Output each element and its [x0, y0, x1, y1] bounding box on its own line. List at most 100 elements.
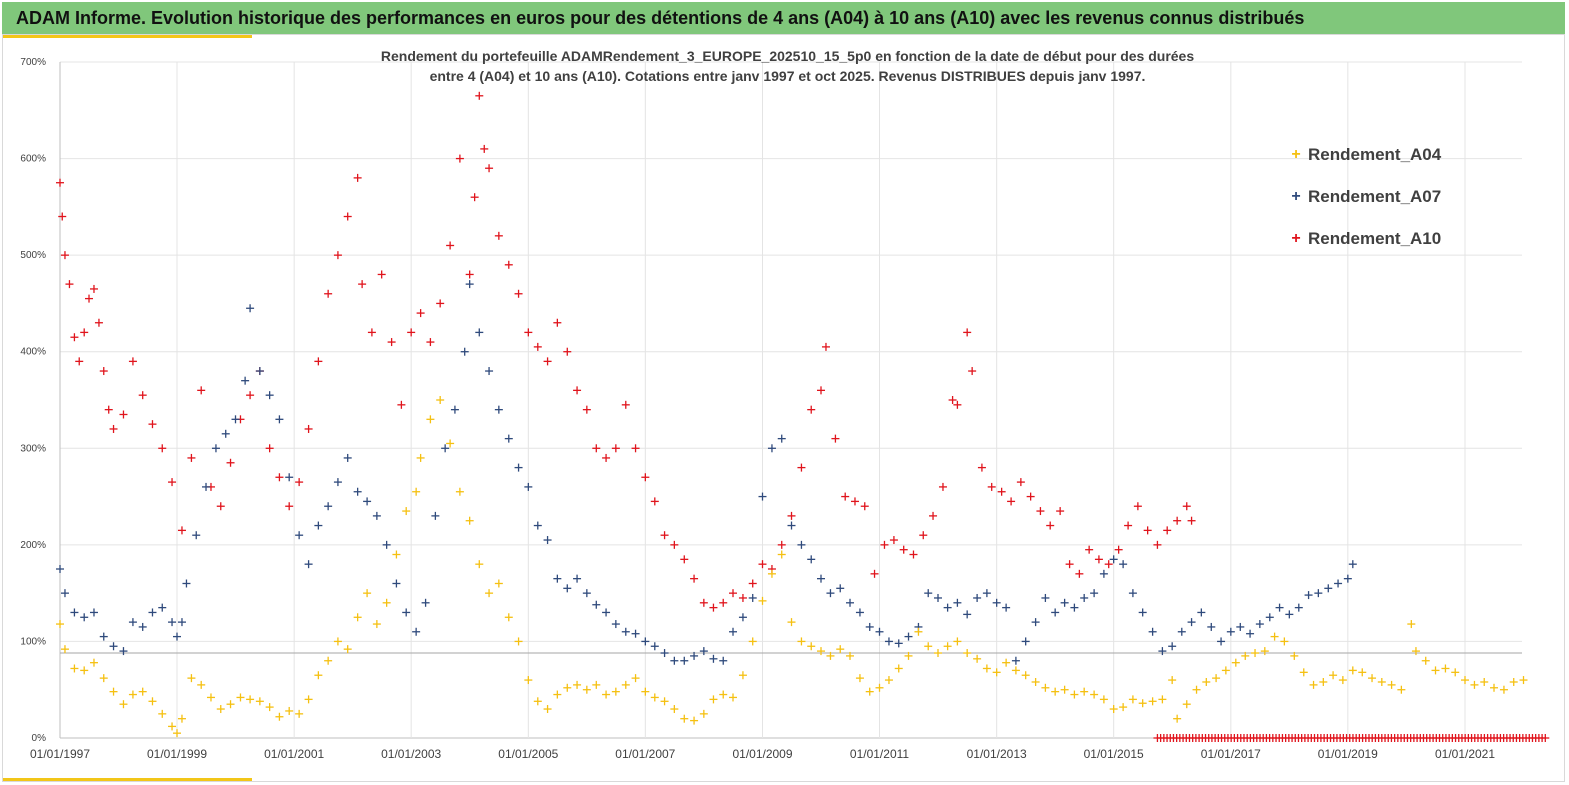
data-point	[148, 697, 157, 706]
data-point	[894, 664, 903, 673]
data-point	[343, 212, 352, 221]
x-tick-label: 01/01/2019	[1318, 747, 1378, 761]
data-point	[992, 598, 1001, 607]
chart-title: Rendement du portefeuille ADAMRendement_…	[0, 46, 1569, 86]
data-point	[465, 280, 474, 289]
data-point	[602, 690, 611, 699]
data-point	[1119, 560, 1128, 569]
data-point	[1217, 637, 1226, 646]
data-point	[807, 405, 816, 414]
data-point	[543, 705, 552, 714]
data-point	[216, 502, 225, 511]
data-point	[148, 420, 157, 429]
data-point	[855, 608, 864, 617]
data-point	[1114, 545, 1123, 554]
x-tick-label: 01/01/2005	[498, 747, 558, 761]
y-tick-label: 500%	[20, 250, 46, 261]
data-point	[631, 629, 640, 638]
data-point	[246, 391, 255, 400]
data-point	[138, 391, 147, 400]
y-tick-label: 200%	[20, 540, 46, 551]
data-point	[826, 651, 835, 660]
data-point	[899, 545, 908, 554]
data-point	[1153, 540, 1162, 549]
data-point	[973, 654, 982, 663]
data-point	[821, 342, 830, 351]
data-point	[938, 482, 947, 491]
data-point	[372, 620, 381, 629]
data-point	[1031, 677, 1040, 686]
data-point	[94, 318, 103, 327]
data-point	[377, 270, 386, 279]
data-point	[1299, 668, 1308, 677]
data-point	[80, 666, 89, 675]
data-point	[455, 154, 464, 163]
data-point	[963, 328, 972, 337]
data-point	[777, 434, 786, 443]
data-point	[89, 658, 98, 667]
data-point	[1148, 697, 1157, 706]
data-point	[709, 695, 718, 704]
data-point	[1441, 664, 1450, 673]
data-point	[660, 697, 669, 706]
data-point	[553, 690, 562, 699]
data-point	[514, 637, 523, 646]
data-point	[1163, 526, 1172, 535]
data-point	[850, 497, 859, 506]
data-point	[553, 574, 562, 583]
data-point	[1007, 497, 1016, 506]
data-point	[89, 608, 98, 617]
data-point	[436, 299, 445, 308]
data-point	[1148, 627, 1157, 636]
data-point	[416, 453, 425, 462]
data-point	[641, 473, 650, 482]
data-point	[1031, 618, 1040, 627]
data-point	[1011, 656, 1020, 665]
data-point	[631, 444, 640, 453]
data-point	[963, 610, 972, 619]
data-point	[777, 550, 786, 559]
data-point	[758, 596, 767, 605]
data-point	[421, 598, 430, 607]
data-point	[841, 492, 850, 501]
data-point	[582, 685, 591, 694]
data-point	[324, 656, 333, 665]
data-point	[1343, 574, 1352, 583]
data-point	[553, 318, 562, 327]
y-tick-label: 0%	[32, 733, 47, 744]
data-point	[275, 473, 284, 482]
data-point	[1334, 579, 1343, 588]
data-point	[1090, 690, 1099, 699]
data-point	[1246, 629, 1255, 638]
data-point	[904, 632, 913, 641]
data-point	[660, 649, 669, 658]
data-point	[573, 574, 582, 583]
data-point	[1011, 666, 1020, 675]
data-point	[948, 396, 957, 404]
data-point	[865, 687, 874, 696]
data-point	[324, 502, 333, 511]
data-point	[216, 705, 225, 714]
data-point	[1221, 666, 1230, 675]
series-rendement-a10	[56, 91, 1196, 612]
data-point	[221, 429, 230, 438]
data-point	[1041, 593, 1050, 602]
data-point	[236, 693, 245, 702]
data-point	[1124, 521, 1133, 530]
data-point	[295, 709, 304, 718]
data-point	[870, 569, 879, 578]
data-point	[138, 687, 147, 696]
data-point	[1280, 637, 1289, 646]
data-point	[1309, 680, 1318, 689]
data-point	[592, 680, 601, 689]
data-point	[314, 671, 323, 680]
data-point	[719, 690, 728, 699]
data-point	[1226, 627, 1235, 636]
data-point	[729, 693, 738, 702]
data-point	[787, 511, 796, 520]
data-point	[1519, 676, 1528, 685]
data-point	[875, 627, 884, 636]
data-point	[641, 637, 650, 646]
data-point	[1421, 656, 1430, 665]
data-point	[343, 645, 352, 654]
